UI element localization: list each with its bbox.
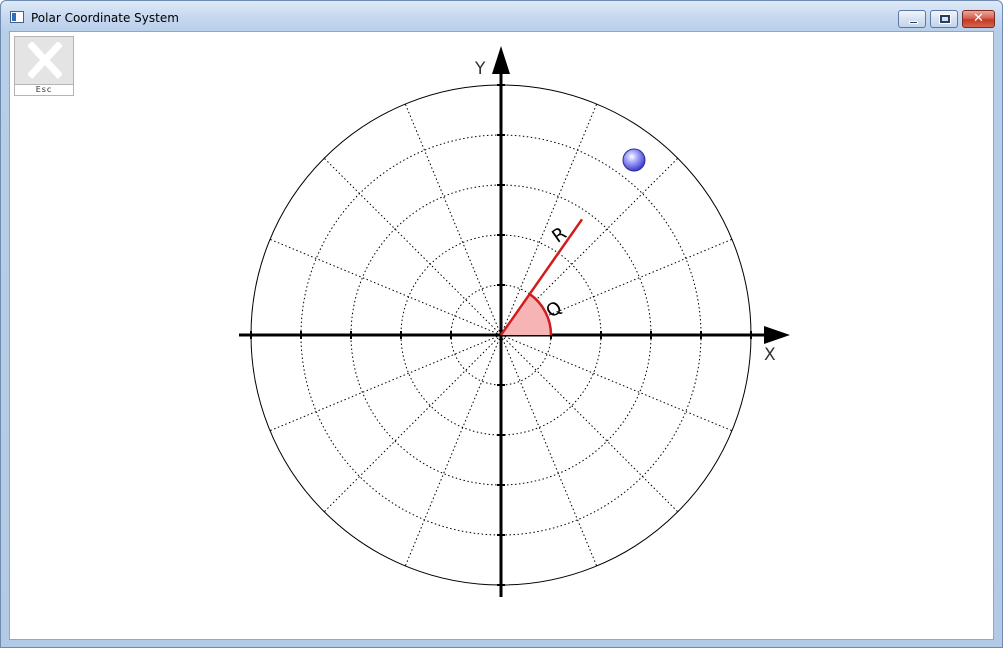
grid-spokes (269, 103, 733, 567)
grid-spoke (500, 157, 679, 336)
grid-spoke (500, 103, 598, 336)
x-axis-label: X (764, 345, 776, 365)
close-button[interactable]: ✕ (962, 10, 995, 28)
axis-ticks (250, 84, 752, 586)
polar-point[interactable] (622, 148, 646, 172)
radius-label: R (548, 223, 570, 247)
maximize-icon (939, 14, 951, 24)
app-icon (10, 11, 24, 23)
grid-spoke (500, 334, 679, 513)
esc-button[interactable]: Esc (14, 36, 74, 96)
grid-spoke (269, 334, 502, 432)
maximize-button[interactable] (930, 10, 958, 28)
angle-arc (528, 293, 553, 336)
grid-spoke (500, 334, 733, 432)
esc-label: Esc (15, 84, 73, 95)
close-x-icon (28, 42, 62, 79)
grid-spoke (500, 334, 598, 567)
radius-line (499, 218, 584, 336)
y-axis-label: Y (474, 59, 486, 79)
title-bar[interactable]: Polar Coordinate System ✕ (1, 1, 1002, 31)
angle-wedge (501, 294, 551, 335)
grid-spoke (323, 157, 502, 336)
minimize-button[interactable] (898, 10, 926, 28)
grid-spoke (269, 238, 502, 336)
grid-spoke (500, 238, 733, 336)
grid-spoke (404, 334, 502, 567)
window-title: Polar Coordinate System (31, 11, 179, 25)
y-axis-arrow (492, 46, 510, 74)
minimize-icon (909, 21, 918, 24)
close-icon: ✕ (973, 11, 984, 26)
grid-spoke (323, 334, 502, 513)
x-axis-arrow (764, 326, 790, 344)
grid-spoke (404, 103, 502, 336)
